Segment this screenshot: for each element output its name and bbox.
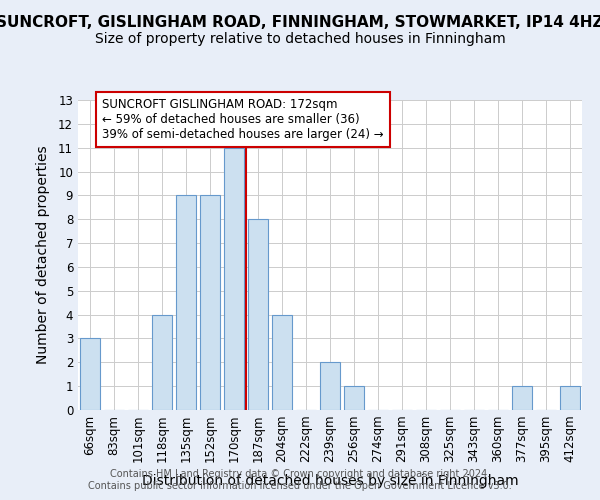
Text: Contains public sector information licensed under the Open Government Licence v3: Contains public sector information licen… [88, 481, 512, 491]
Text: SUNCROFT GISLINGHAM ROAD: 172sqm
← 59% of detached houses are smaller (36)
39% o: SUNCROFT GISLINGHAM ROAD: 172sqm ← 59% o… [102, 98, 383, 140]
Bar [152, 314, 172, 410]
Bar [272, 314, 292, 410]
Bar [200, 196, 220, 410]
Bar [224, 148, 244, 410]
Bar [560, 386, 580, 410]
Bar [344, 386, 364, 410]
Bar [80, 338, 100, 410]
Bar [248, 219, 268, 410]
X-axis label: Distribution of detached houses by size in Finningham: Distribution of detached houses by size … [142, 474, 518, 488]
Y-axis label: Number of detached properties: Number of detached properties [36, 146, 50, 364]
Text: SUNCROFT, GISLINGHAM ROAD, FINNINGHAM, STOWMARKET, IP14 4HZ: SUNCROFT, GISLINGHAM ROAD, FINNINGHAM, S… [0, 15, 600, 30]
Text: Contains HM Land Registry data © Crown copyright and database right 2024.: Contains HM Land Registry data © Crown c… [110, 469, 490, 479]
Text: Size of property relative to detached houses in Finningham: Size of property relative to detached ho… [95, 32, 505, 46]
Bar [512, 386, 532, 410]
Bar [176, 196, 196, 410]
Bar [320, 362, 340, 410]
